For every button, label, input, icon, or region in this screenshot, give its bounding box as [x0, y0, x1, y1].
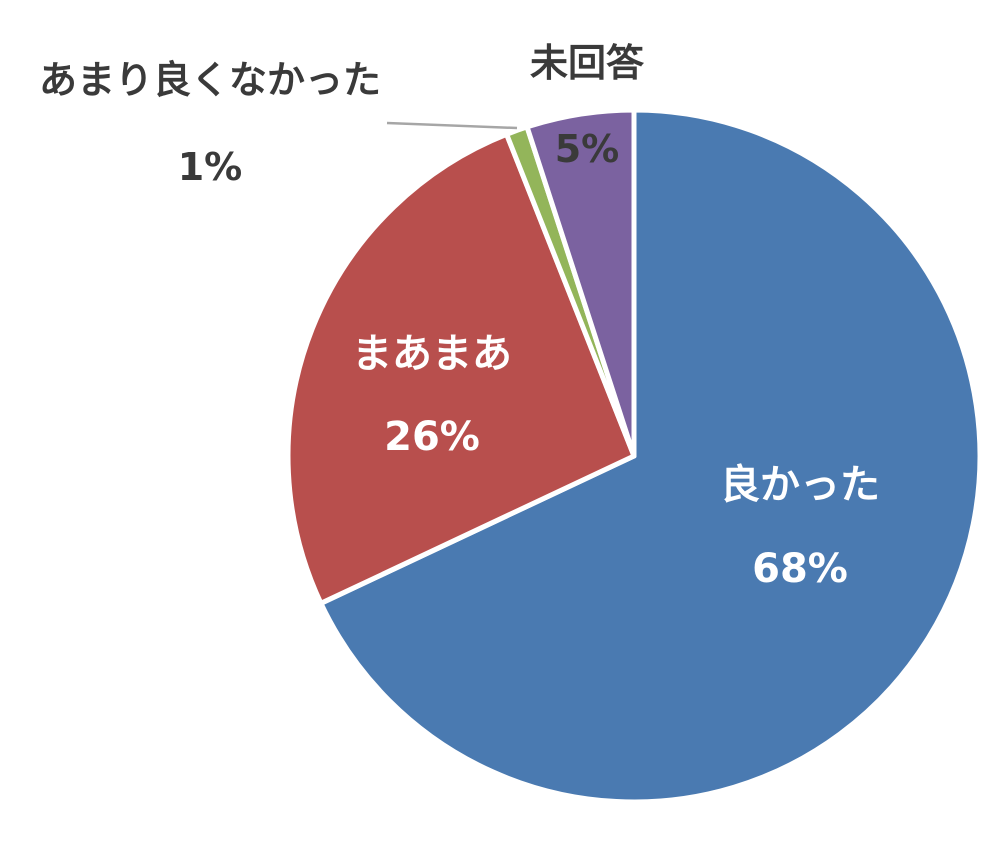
pie-slices — [285, 107, 983, 805]
slice-value-まあまあ: 26% — [384, 414, 480, 460]
slice-value-あまり良くなかった: 1% — [178, 145, 243, 189]
slice-label-良かった: 良かった — [720, 462, 880, 508]
slice-label-あまり良くなかった: あまり良くなかった — [39, 58, 381, 102]
slice-label-未回答: 未回答 — [530, 41, 645, 85]
leader-line-あまり良くなかった — [386, 121, 518, 130]
pie-slice-まあまあ — [285, 131, 637, 606]
slice-label-まあまあ: まあまあ — [352, 331, 512, 377]
pie-slice-良かった — [318, 107, 983, 805]
slice-value-未回答: 5% — [555, 127, 620, 171]
slice-value-良かった: 68% — [752, 546, 848, 592]
pie-slice-未回答 — [524, 107, 637, 459]
